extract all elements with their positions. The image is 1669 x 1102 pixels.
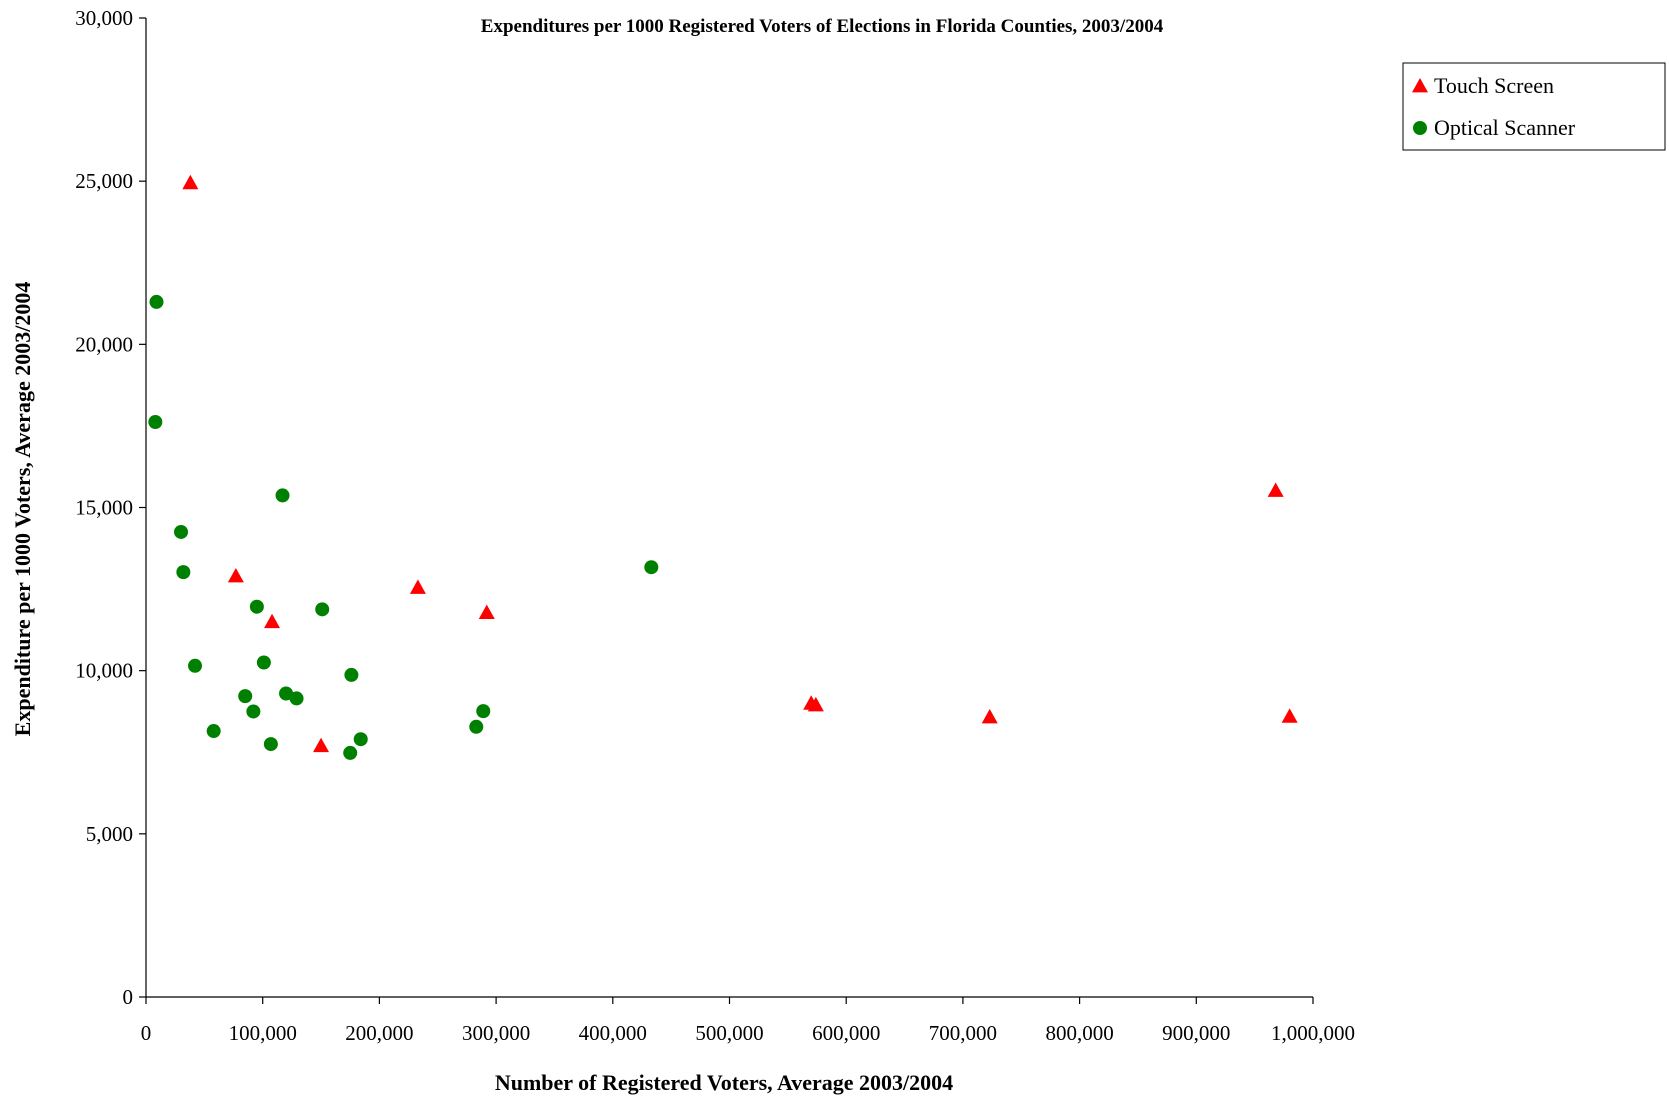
optical-scanner-point — [256, 655, 271, 670]
touch-screen-point — [1281, 708, 1298, 723]
optical-scanner-point — [249, 599, 264, 614]
axes — [145, 18, 1313, 998]
x-tick-label: 1,000,000 — [1271, 1021, 1355, 1045]
x-tick-label: 500,000 — [695, 1021, 763, 1045]
optical-scanner-point — [279, 686, 294, 701]
legend-box — [1402, 62, 1666, 151]
optical-scanner-point — [246, 704, 261, 719]
optical-scanner-point — [176, 565, 191, 580]
chart-title: Expenditures per 1000 Registered Voters … — [481, 16, 1164, 37]
y-tick-label: 15,000 — [75, 496, 133, 520]
optical-scanner-point — [315, 602, 330, 617]
legend-optical-scanner-label: Optical Scanner — [1434, 115, 1576, 140]
touch-screen-point — [313, 737, 330, 753]
x-axis-label: Number of Registered Voters, Average 200… — [495, 1070, 953, 1095]
y-tick-label: 5,000 — [86, 822, 133, 846]
x-tick-label: 100,000 — [229, 1021, 297, 1045]
x-axis-ticks: 0 100,000 200,000 300,000 400,000 500,000 600,… — [141, 997, 1355, 1045]
y-tick-label: 0 — [123, 985, 134, 1009]
touch-screen-point — [1267, 482, 1284, 497]
optical-scanner-point — [148, 415, 163, 430]
optical-scanner-point — [263, 737, 278, 752]
optical-scanner-point — [644, 560, 659, 575]
legend-touch-screen-label: Touch Screen — [1434, 73, 1554, 98]
optical-scanner-point — [238, 689, 253, 704]
x-tick-label: 800,000 — [1045, 1021, 1113, 1045]
optical-scanner-point — [149, 294, 164, 309]
x-tick-label: 0 — [141, 1021, 152, 1045]
legend: Touch Screen Optical Scanner — [1402, 62, 1666, 151]
optical-scanner-point — [174, 524, 189, 539]
x-tick-label: 900,000 — [1162, 1021, 1230, 1045]
y-tick-label: 10,000 — [75, 659, 133, 683]
y-axis-label: Expenditure per 1000 Voters, Average 200… — [10, 282, 35, 737]
touch-screen-point — [981, 709, 998, 724]
optical-scanner-point — [476, 704, 491, 719]
touch-screen-point — [478, 604, 495, 619]
data-points — [148, 174, 1298, 760]
optical-scanner-point — [353, 732, 368, 747]
optical-scanner-point — [188, 658, 203, 673]
x-tick-label: 600,000 — [812, 1021, 880, 1045]
touch-screen-point — [182, 174, 199, 190]
optical-scanner-point — [343, 745, 358, 760]
optical-scanner-point — [344, 667, 359, 682]
touch-screen-point — [264, 613, 281, 629]
optical-scanner-point — [289, 691, 304, 706]
y-tick-label: 20,000 — [75, 332, 133, 356]
legend-touch-screen-marker — [1412, 78, 1428, 93]
legend-optical-scanner-marker — [1413, 121, 1427, 135]
optical-scanner-point — [469, 719, 484, 734]
touch-screen-point — [807, 696, 824, 712]
y-tick-label: 30,000 — [75, 6, 133, 30]
x-tick-label: 400,000 — [579, 1021, 647, 1045]
optical-scanner-point — [206, 724, 221, 739]
x-tick-label: 300,000 — [462, 1021, 530, 1045]
optical-scanner-point — [275, 488, 290, 503]
x-tick-label: 200,000 — [345, 1021, 413, 1045]
y-axis-ticks: 0 5,000 10,000 15,000 20,000 25,000 30,000 — [75, 6, 146, 1009]
y-tick-label: 25,000 — [75, 169, 133, 193]
touch-screen-point — [227, 568, 244, 583]
touch-screen-point — [409, 579, 426, 594]
x-tick-label: 700,000 — [929, 1021, 997, 1045]
